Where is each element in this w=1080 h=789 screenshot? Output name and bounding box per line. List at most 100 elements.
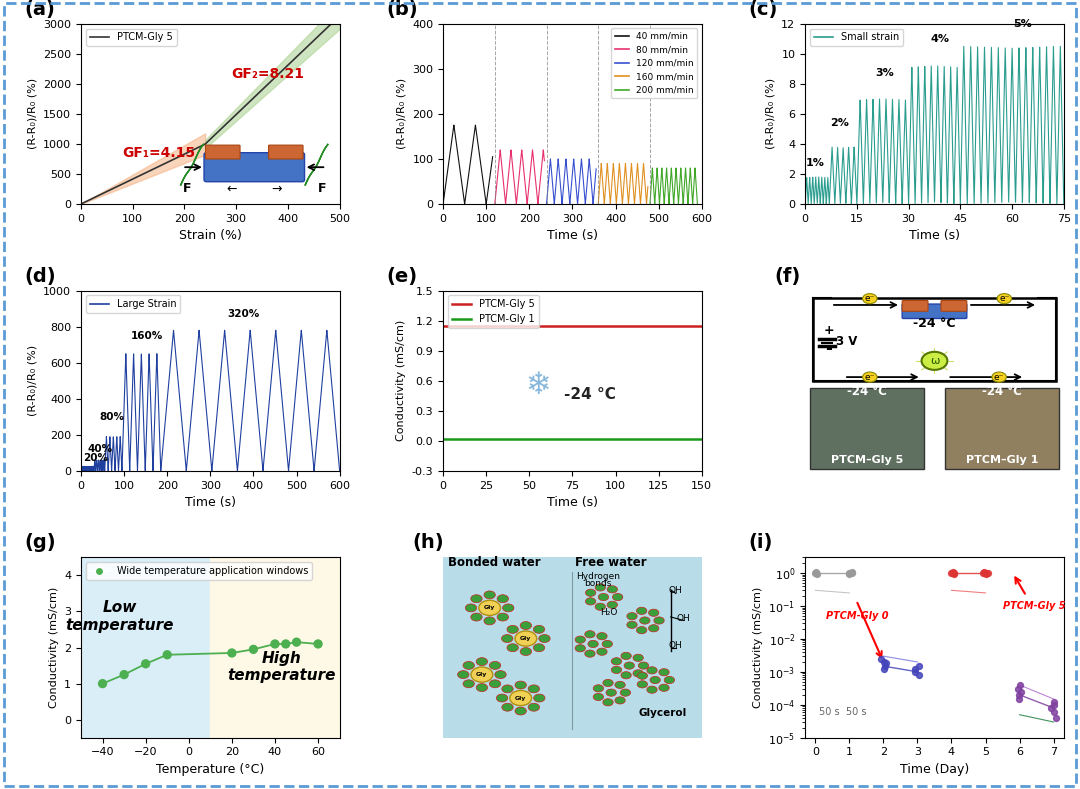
Text: (e): (e) (387, 267, 417, 286)
Circle shape (484, 591, 496, 599)
Text: 80%: 80% (99, 413, 124, 422)
Text: -24 °C: -24 °C (564, 387, 616, 402)
Point (1011, 693, 1028, 705)
Circle shape (921, 352, 947, 370)
Y-axis label: Conductivity (mS/cm): Conductivity (mS/cm) (49, 587, 58, 709)
Circle shape (653, 617, 664, 624)
Legend: 40 mm/min, 80 mm/min, 120 mm/min, 160 mm/min, 200 mm/min: 40 mm/min, 80 mm/min, 120 mm/min, 160 mm… (611, 28, 698, 99)
Point (977, 567, 995, 580)
Text: (h): (h) (413, 533, 444, 552)
Text: e⁻: e⁻ (994, 372, 1004, 382)
Circle shape (476, 658, 487, 666)
Circle shape (650, 676, 660, 683)
Point (94, 677, 111, 690)
Circle shape (647, 686, 657, 694)
Circle shape (633, 654, 644, 661)
Y-axis label: (R-R₀)/R₀ (%): (R-R₀)/R₀ (%) (28, 345, 38, 417)
Bar (81, 557, 211, 738)
Point (841, 567, 859, 579)
X-axis label: Time (s): Time (s) (909, 230, 960, 242)
Circle shape (476, 683, 487, 691)
Circle shape (484, 617, 496, 625)
Point (906, 666, 923, 679)
Point (906, 663, 923, 675)
Point (1010, 682, 1027, 695)
Text: (g): (g) (24, 533, 56, 552)
Circle shape (502, 703, 513, 711)
Point (1011, 689, 1028, 701)
Circle shape (521, 622, 531, 630)
Circle shape (620, 689, 631, 696)
Text: bonds: bonds (584, 579, 612, 589)
Circle shape (528, 703, 540, 711)
Point (843, 567, 861, 580)
Text: Gly: Gly (515, 696, 526, 701)
Text: (a): (a) (24, 0, 55, 19)
Circle shape (638, 662, 649, 669)
Circle shape (507, 644, 518, 652)
Text: Glycerol: Glycerol (638, 708, 687, 718)
Text: Free water: Free water (576, 556, 647, 570)
Circle shape (636, 626, 647, 634)
X-axis label: Time (s): Time (s) (546, 230, 598, 242)
Circle shape (497, 595, 509, 603)
Circle shape (463, 680, 474, 688)
Circle shape (585, 589, 596, 596)
Circle shape (637, 672, 648, 679)
Circle shape (615, 681, 625, 689)
Point (137, 657, 154, 670)
Circle shape (626, 621, 637, 628)
Circle shape (489, 661, 501, 669)
Legend: PTCM-Gly 5, PTCM-Gly 1: PTCM-Gly 5, PTCM-Gly 1 (448, 295, 539, 328)
Circle shape (584, 630, 595, 638)
Circle shape (659, 668, 670, 676)
Text: e⁻: e⁻ (865, 372, 875, 382)
Text: e⁻: e⁻ (865, 294, 875, 303)
Point (910, 669, 928, 682)
Text: 4%: 4% (930, 34, 949, 43)
Circle shape (471, 667, 492, 682)
Point (910, 660, 928, 672)
Text: OH: OH (669, 641, 683, 649)
Text: (i): (i) (748, 533, 772, 552)
Text: Hydrogen: Hydrogen (577, 572, 620, 581)
Text: 3%: 3% (875, 69, 894, 78)
Circle shape (595, 584, 606, 591)
Circle shape (603, 679, 613, 686)
FancyBboxPatch shape (941, 301, 967, 312)
Text: (d): (d) (24, 267, 56, 286)
Circle shape (598, 593, 609, 600)
Bar (211, 557, 339, 738)
Point (224, 647, 241, 660)
Circle shape (597, 633, 607, 640)
Circle shape (502, 685, 513, 693)
Legend: Wide temperature application windows: Wide temperature application windows (86, 563, 312, 580)
Circle shape (597, 648, 607, 656)
Circle shape (501, 634, 513, 642)
Circle shape (611, 658, 622, 665)
Text: ❄: ❄ (525, 371, 551, 400)
Circle shape (507, 626, 518, 634)
Text: -24 °C: -24 °C (982, 385, 1022, 398)
Circle shape (606, 689, 617, 696)
Y-axis label: Conductivity (mS/cm): Conductivity (mS/cm) (753, 587, 762, 709)
Circle shape (471, 595, 482, 603)
Point (159, 649, 176, 661)
Point (288, 636, 306, 649)
Text: (c): (c) (748, 0, 778, 19)
Text: 50 s  50 s: 50 s 50 s (819, 707, 866, 716)
Text: 3 V: 3 V (836, 335, 858, 348)
Text: Gly: Gly (476, 672, 487, 677)
Text: GF₂=8.21: GF₂=8.21 (231, 67, 303, 80)
Circle shape (639, 617, 650, 624)
Text: 160%: 160% (131, 331, 163, 341)
Y-axis label: (R-R₀)/R₀ (%): (R-R₀)/R₀ (%) (766, 78, 775, 149)
Point (945, 567, 962, 579)
Point (1012, 686, 1029, 698)
Text: 320%: 320% (228, 308, 260, 319)
Circle shape (588, 641, 598, 648)
Point (876, 660, 893, 672)
FancyBboxPatch shape (945, 388, 1058, 469)
FancyBboxPatch shape (443, 557, 702, 738)
Circle shape (465, 604, 476, 611)
